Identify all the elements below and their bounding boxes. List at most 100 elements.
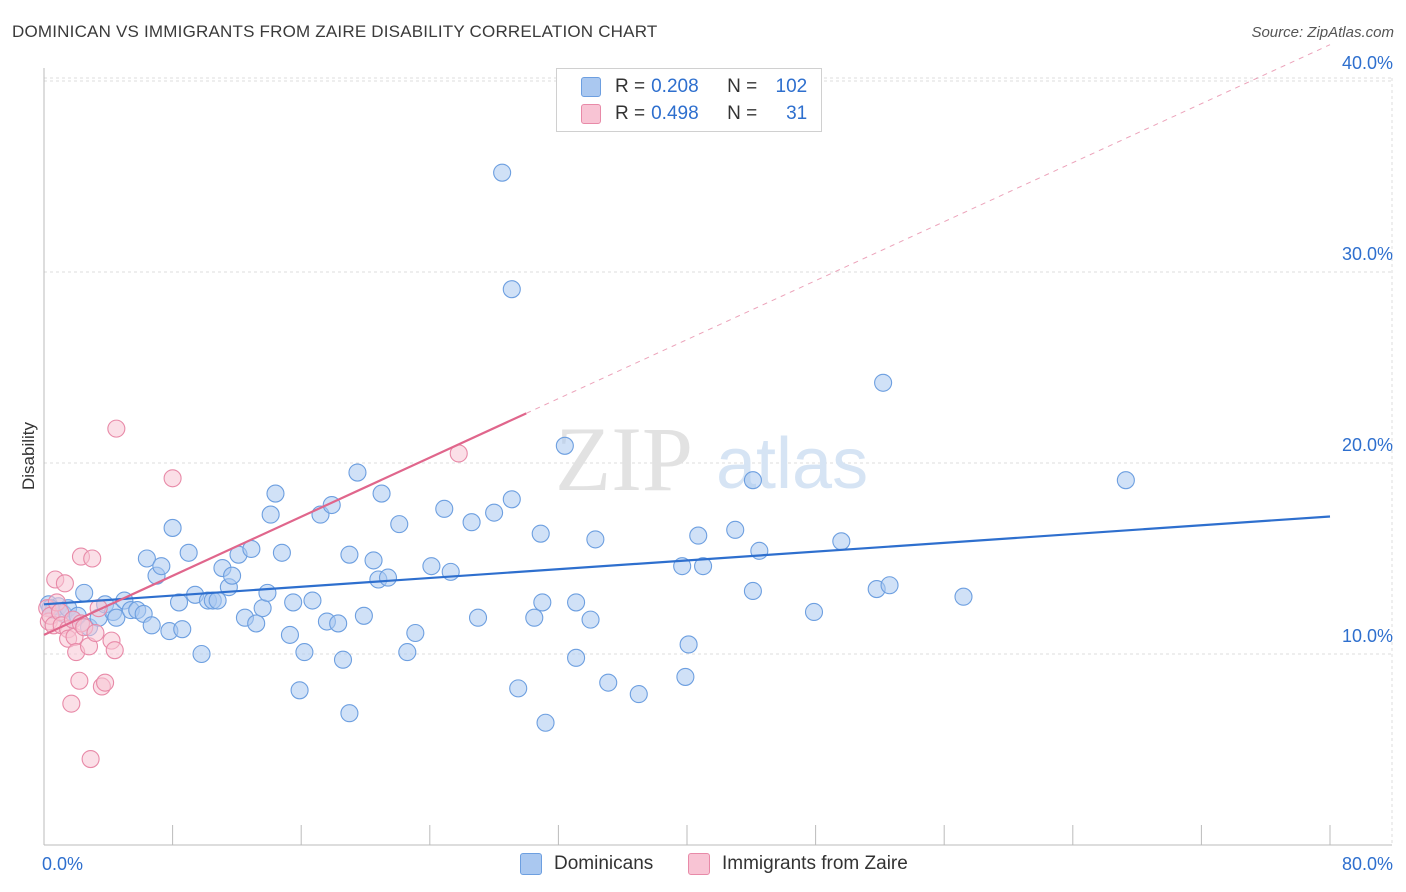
data-point-dominicans: [493, 163, 512, 182]
data-point-dominicans: [258, 583, 277, 602]
legend-n-value: 102: [775, 76, 808, 97]
bottom-legend-zaire: Immigrants from Zaire: [688, 852, 908, 876]
data-point-dominicans: [832, 532, 851, 551]
data-point-dominicans: [333, 650, 353, 669]
data-point-dominicans: [295, 643, 314, 662]
y-tick-label: 40.0%: [1342, 53, 1393, 73]
data-point-dominicans: [567, 648, 586, 667]
stats-legend: R = 0.208 N = 102 R = 0.498 N = 31: [556, 68, 822, 132]
source-label: Source: ZipAtlas.com: [1251, 24, 1394, 41]
data-point-zaire: [86, 623, 105, 643]
bottom-legend-label-dominicans: Dominicans: [554, 853, 654, 874]
data-point-dominicans: [179, 543, 198, 562]
data-point-dominicans: [290, 681, 309, 700]
data-point-zaire: [105, 641, 124, 660]
data-point-dominicans: [880, 576, 899, 595]
data-point-dominicans: [208, 591, 227, 610]
data-point-zaire: [81, 749, 100, 769]
data-point-dominicans: [804, 602, 824, 622]
data-point-dominicans: [340, 545, 359, 564]
data-point-zaire: [70, 671, 89, 690]
bottom-legend-label-zaire: Immigrants from Zaire: [722, 853, 908, 874]
trendline-dominicans: [43, 515, 1331, 606]
legend-r-value: 0.208: [651, 76, 699, 97]
legend-r-label: R =: [615, 103, 646, 124]
data-point-zaire: [55, 574, 74, 593]
data-point-dominicans: [502, 280, 521, 299]
legend-swatch-zaire: [581, 104, 601, 124]
data-point-dominicans: [280, 625, 299, 644]
data-point-dominicans: [348, 463, 367, 482]
legend-row-zaire: R = 0.498 N = 31: [581, 102, 807, 126]
data-point-zaire: [96, 673, 115, 692]
bottom-legend-swatch-zaire: [688, 853, 710, 875]
data-point-zaire: [83, 549, 102, 568]
bottom-legend-dominicans: Dominicans: [520, 852, 653, 876]
data-point-dominicans: [284, 593, 303, 612]
data-point-dominicans: [406, 623, 425, 643]
bottom-legend-swatch-dominicans: [520, 853, 542, 875]
data-point-dominicans: [586, 530, 605, 549]
data-point-dominicans: [303, 591, 322, 610]
data-point-dominicans: [694, 557, 713, 576]
data-point-dominicans: [567, 593, 586, 612]
data-point-dominicans: [874, 373, 893, 392]
trendline-zaire: [43, 412, 527, 636]
legend-n-label: N =: [727, 76, 758, 97]
data-point-dominicans: [502, 490, 521, 509]
data-point-dominicans: [533, 593, 552, 612]
data-point-dominicans: [173, 620, 192, 639]
data-point-dominicans: [340, 704, 359, 723]
tick-labels: 10.0% 20.0% 30.0% 40.0% 0.0% 80.0%: [42, 53, 1393, 874]
data-point-dominicans: [509, 679, 528, 698]
legend-swatch-dominicans: [581, 77, 601, 97]
data-point-dominicans: [743, 471, 762, 490]
data-point-dominicans: [422, 557, 441, 576]
data-point-dominicans: [398, 643, 417, 662]
data-point-dominicans: [536, 713, 555, 732]
data-point-dominicans: [689, 526, 708, 545]
data-point-dominicans: [192, 644, 211, 664]
data-point-dominicans: [743, 581, 762, 601]
data-point-dominicans: [390, 515, 409, 534]
data-point-dominicans: [163, 518, 182, 537]
legend-n-label: N =: [727, 103, 758, 124]
x-tick-label: 0.0%: [42, 854, 83, 874]
legend-r-label: R =: [615, 76, 646, 97]
y-tick-label: 30.0%: [1342, 244, 1393, 264]
data-point-dominicans: [1116, 471, 1135, 490]
data-point-dominicans: [247, 614, 266, 633]
data-point-zaire: [62, 694, 81, 713]
data-point-dominicans: [364, 551, 383, 570]
data-point-dominicans: [329, 614, 348, 633]
data-point-dominicans: [107, 608, 126, 627]
data-point-dominicans: [629, 685, 648, 704]
gridlines: [44, 77, 1393, 845]
data-point-dominicans: [954, 587, 973, 606]
legend-r-value: 0.498: [651, 103, 699, 124]
data-point-dominicans: [462, 513, 481, 532]
data-point-dominicans: [555, 436, 574, 455]
legend-n-value: 31: [786, 103, 808, 124]
watermark: ZIP atlas: [555, 408, 868, 510]
data-point-dominicans: [525, 608, 544, 627]
legend-row-dominicans: R = 0.208 N = 102: [581, 75, 807, 99]
data-point-dominicans: [679, 635, 698, 654]
y-axis-label: Disability: [19, 421, 38, 490]
data-point-dominicans: [75, 583, 94, 602]
data-point-dominicans: [152, 557, 171, 576]
y-tick-label: 10.0%: [1342, 626, 1393, 646]
data-point-zaire: [163, 469, 182, 488]
data-point-dominicans: [253, 599, 272, 618]
zaire-points: [38, 419, 468, 769]
data-point-dominicans: [726, 520, 745, 539]
data-point-dominicans: [272, 543, 291, 562]
data-point-dominicans: [266, 484, 285, 503]
data-point-dominicans: [468, 608, 488, 627]
trendlines: [43, 44, 1331, 636]
data-point-dominicans: [435, 499, 454, 518]
data-point-dominicans: [354, 606, 373, 625]
data-point-dominicans: [581, 610, 600, 629]
data-point-dominicans: [261, 505, 280, 524]
x-tick-label: 80.0%: [1342, 854, 1393, 874]
